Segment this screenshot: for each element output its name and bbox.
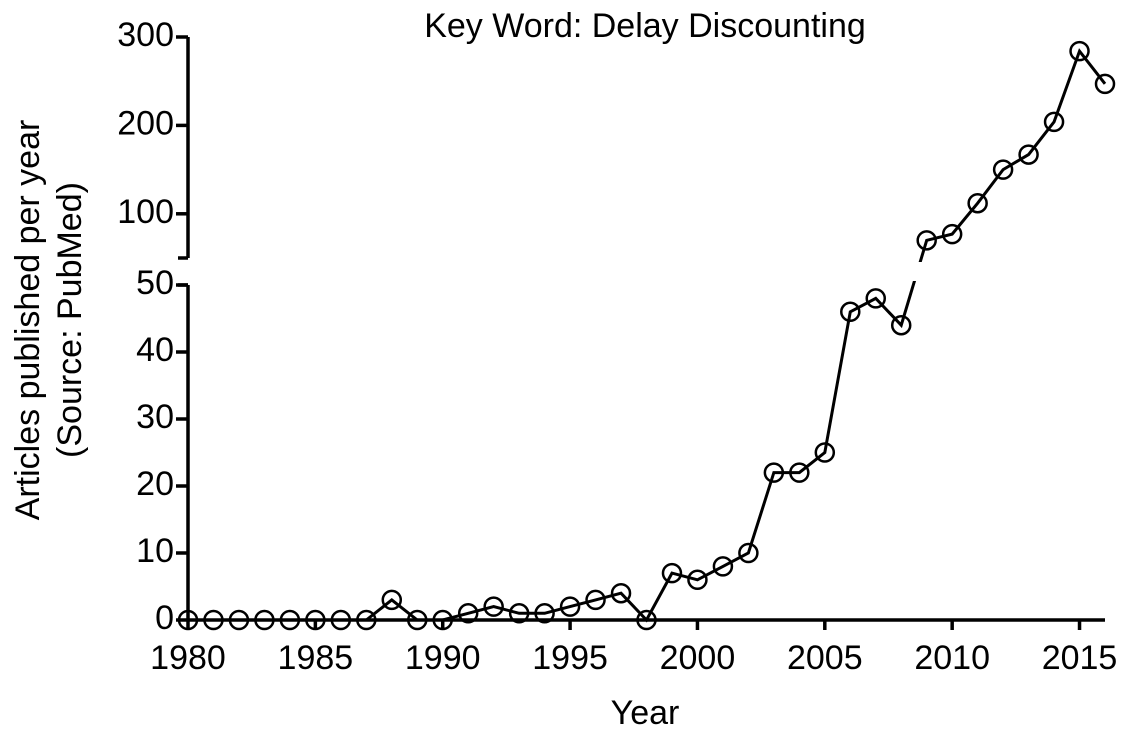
x-tick-label: 1985 [278,639,354,677]
data-point [483,596,504,617]
data-point [992,159,1014,180]
y-tick-label: 50 [136,264,174,302]
data-point [559,596,581,617]
x-tick-label: 2015 [1042,639,1118,677]
x-tick-label: 2010 [914,639,990,677]
x-axis-label: Year [611,694,680,731]
y-tick-label: 30 [136,398,174,436]
chart-title: Key Word: Delay Discounting [424,7,866,45]
data-point [967,192,988,214]
data-point [610,582,632,604]
data-point [789,462,810,483]
x-tick-label: 2005 [787,639,863,677]
y-tick-label: 40 [136,331,174,369]
y-axis-label: (Source: PubMed) [51,182,89,458]
data-point [381,589,403,611]
y-tick-label: 100 [117,193,174,231]
data-point [890,314,912,336]
data-point [1069,40,1090,62]
data-point [687,569,708,591]
data-point [712,556,734,577]
y-tick-label: 10 [136,532,174,570]
data-point [941,223,963,245]
data-point [840,301,861,323]
data-point [865,288,886,309]
data-point [916,230,937,251]
y-tick-label: 0 [155,599,174,637]
data-point [814,442,836,463]
data-point [661,562,683,584]
data-point [585,589,606,611]
data-point [1043,111,1065,133]
data-point [508,603,530,624]
data-point [738,542,759,564]
data-point [534,603,555,624]
x-tick-label: 1995 [532,639,608,677]
data-point [763,462,785,483]
y-axis-label: Articles published per year [9,120,47,521]
data-point [457,603,479,624]
y-tick-label: 20 [136,465,174,503]
y-tick-label: 200 [117,104,174,142]
x-tick-label: 1990 [405,639,481,677]
x-tick-label: 1980 [150,639,226,677]
axis-break-gap [150,262,1105,281]
data-point [1018,144,1039,165]
y-tick-label: 300 [117,16,174,54]
data-point [1094,73,1116,95]
data-line [188,48,1107,623]
x-tick-label: 2000 [660,639,736,677]
